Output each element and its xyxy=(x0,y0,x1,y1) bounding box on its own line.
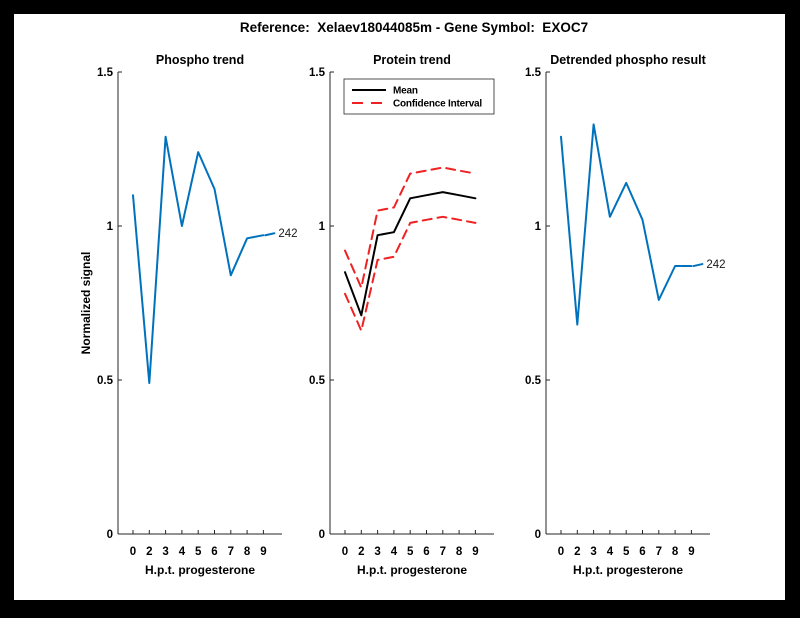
series-line-detrended-phospho-signal xyxy=(560,123,693,326)
y-axis-label: Normalized signal xyxy=(79,252,93,355)
x-tick-label: 5 xyxy=(407,546,414,558)
chart-title: Detrended phospho result xyxy=(550,53,706,67)
x-tick-label: 3 xyxy=(162,546,168,558)
x-tick-label: 3 xyxy=(374,546,380,558)
legend-entry-label: Confidence Interval xyxy=(393,99,482,110)
x-axis-label: H.p.t. progesterone xyxy=(357,563,467,577)
x-tick-label: 7 xyxy=(440,546,446,558)
y-tick-label: 1.5 xyxy=(97,67,114,79)
x-tick-label: 2 xyxy=(574,546,580,558)
x-tick-label: 9 xyxy=(472,546,478,558)
y-tick-label: 0 xyxy=(319,529,325,541)
x-tick-label: 8 xyxy=(672,546,679,558)
y-tick-label: 1.5 xyxy=(309,67,326,79)
x-tick-label: 8 xyxy=(244,546,251,558)
y-tick-label: 1.5 xyxy=(525,67,542,79)
trace-id-leader xyxy=(264,232,276,237)
x-tick-label: 7 xyxy=(228,546,234,558)
trace-id-leader xyxy=(692,263,704,268)
x-tick-label: 4 xyxy=(391,546,398,558)
x-tick-label: 0 xyxy=(130,546,136,558)
x-tick-label: 4 xyxy=(179,546,186,558)
legend-entry-label: Mean xyxy=(393,86,418,97)
x-tick-label: 5 xyxy=(623,546,630,558)
x-tick-label: 2 xyxy=(358,546,364,558)
chart-title: Protein trend xyxy=(373,53,451,67)
y-tick-label: 0.5 xyxy=(525,375,542,387)
x-tick-label: 9 xyxy=(688,546,694,558)
y-tick-label: 0.5 xyxy=(97,375,114,387)
y-tick-label: 0 xyxy=(535,529,541,541)
y-tick-label: 0 xyxy=(107,529,113,541)
chart-title: Phospho trend xyxy=(156,53,244,67)
x-axis-label: H.p.t. progesterone xyxy=(145,563,255,577)
x-tick-label: 2 xyxy=(146,546,152,558)
y-tick-label: 1 xyxy=(535,221,542,233)
figure-window: Reference: Xelaev18044085m - Gene Symbol… xyxy=(14,14,785,600)
trace-id-label: 242 xyxy=(706,259,725,271)
x-tick-label: 0 xyxy=(342,546,348,558)
y-tick-label: 1 xyxy=(107,221,114,233)
x-tick-label: 9 xyxy=(260,546,266,558)
y-tick-label: 0.5 xyxy=(309,375,326,387)
x-tick-label: 4 xyxy=(607,546,614,558)
x-tick-label: 0 xyxy=(558,546,564,558)
series-line-phospho-signal xyxy=(132,135,265,385)
series-line-mean xyxy=(344,191,477,317)
y-tick-label: 1 xyxy=(319,221,326,233)
x-axis-label: H.p.t. progesterone xyxy=(573,563,683,577)
x-tick-label: 7 xyxy=(656,546,662,558)
x-tick-label: 8 xyxy=(456,546,463,558)
series-line-confidence-interval-lower xyxy=(344,215,477,332)
x-tick-label: 6 xyxy=(423,546,429,558)
x-tick-label: 6 xyxy=(211,546,217,558)
x-tick-label: 3 xyxy=(590,546,596,558)
figure-title: Reference: Xelaev18044085m - Gene Symbol… xyxy=(239,20,589,35)
x-tick-label: 6 xyxy=(639,546,645,558)
legend-box xyxy=(343,78,495,115)
x-tick-label: 5 xyxy=(195,546,202,558)
series-line-confidence-interval-upper xyxy=(344,166,477,289)
trace-id-label: 242 xyxy=(278,228,297,240)
